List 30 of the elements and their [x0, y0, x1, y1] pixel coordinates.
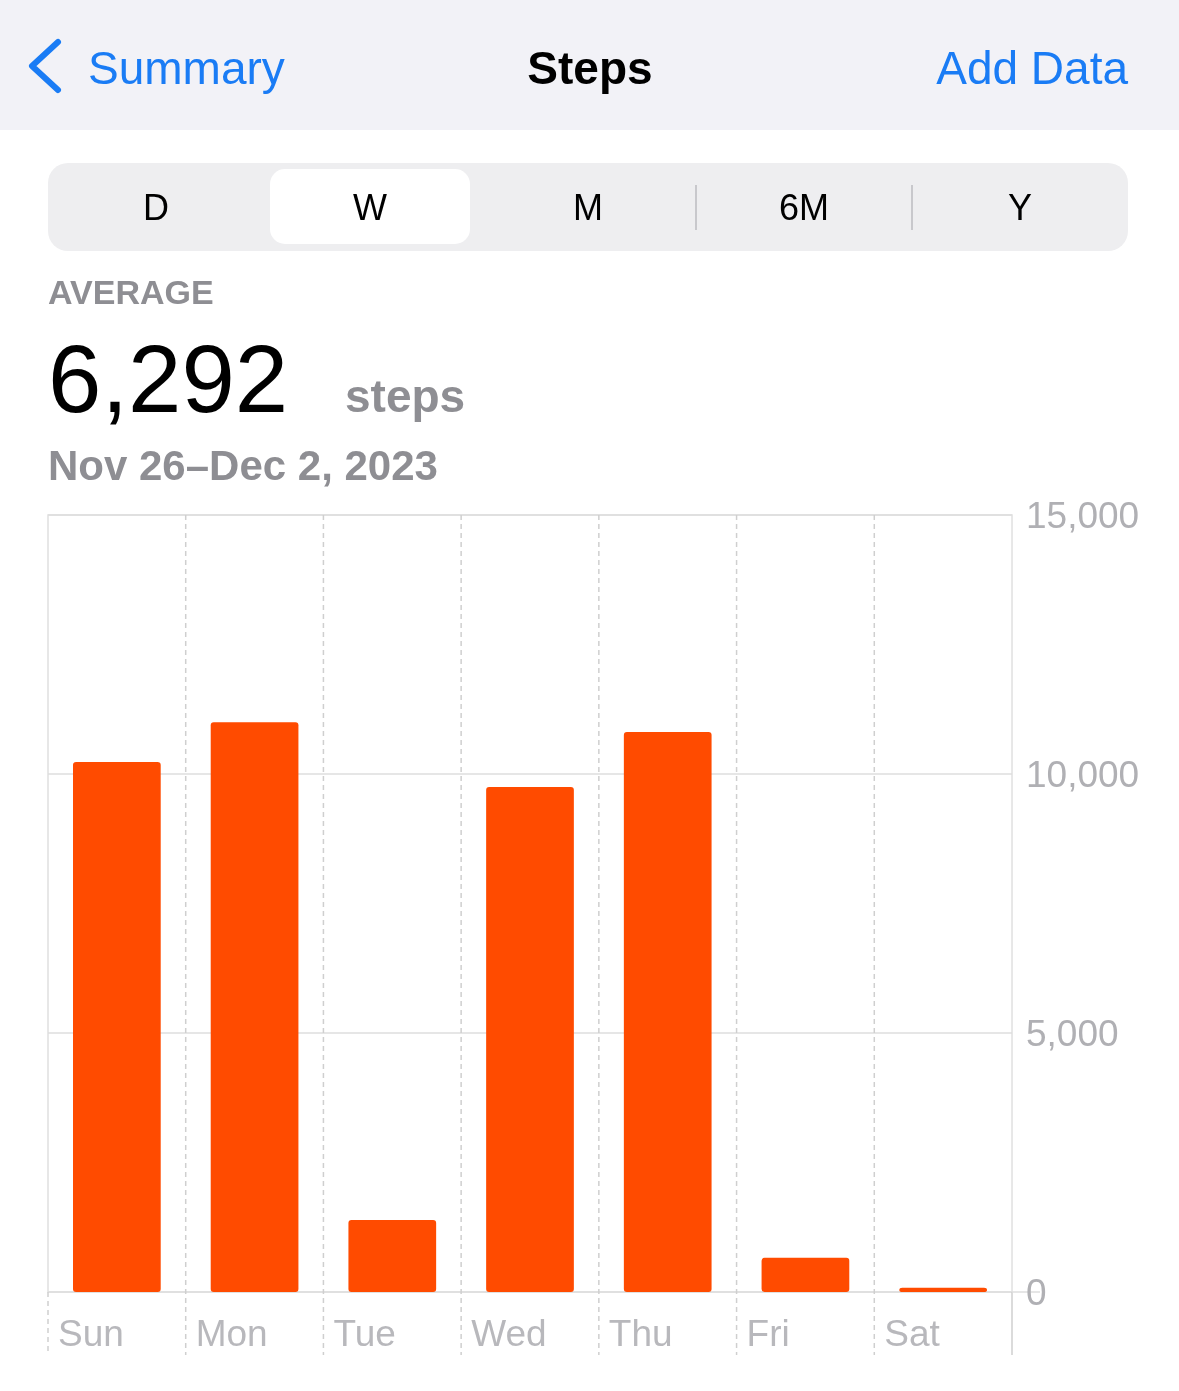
y-tick-label: 0 — [1026, 1272, 1047, 1313]
text: W — [353, 187, 388, 228]
bar — [623, 732, 712, 1292]
y-tick-label: 5,000 — [1026, 1013, 1119, 1054]
text: Y — [1007, 187, 1033, 228]
chart-title: Steps — [527, 42, 653, 94]
text: D — [143, 187, 169, 228]
x-tick-label: Fri — [746, 1313, 790, 1354]
text: Summary — [88, 42, 285, 94]
bar — [486, 786, 574, 1292]
text: AVERAGE — [48, 273, 214, 311]
x-tick-label: Mon — [195, 1313, 268, 1354]
bar — [899, 1287, 987, 1292]
bar — [210, 722, 299, 1292]
x-tick-label: Wed — [471, 1313, 547, 1354]
chart-subtitle: Nov 26–Dec 2, 2023 — [48, 442, 438, 489]
x-tick-label: Sun — [58, 1313, 124, 1354]
y-tick-label: 10,000 — [1026, 754, 1140, 795]
bar — [73, 762, 161, 1292]
bar — [348, 1220, 437, 1292]
y-tick-label: 15,000 — [1026, 495, 1140, 536]
x-tick-label: Sat — [884, 1313, 941, 1354]
text: 6M — [778, 187, 830, 228]
text: 6,292 — [48, 325, 289, 432]
bar — [761, 1257, 850, 1292]
text: M — [573, 187, 603, 228]
text: steps — [345, 370, 466, 422]
x-tick-label: Tue — [333, 1313, 396, 1354]
x-tick-label: Thu — [608, 1313, 673, 1354]
text: Add Data — [936, 42, 1129, 94]
